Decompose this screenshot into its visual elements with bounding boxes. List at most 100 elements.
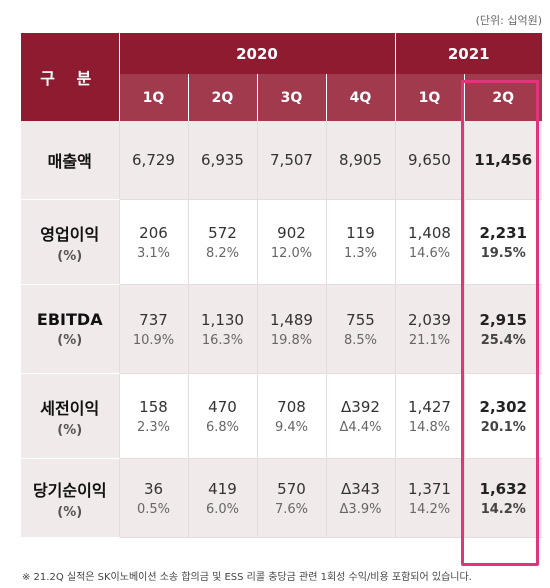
year-header-2020: 2020 <box>118 33 395 74</box>
cell-pct: 0.5% <box>136 501 171 517</box>
cell-pct: 7.6% <box>274 501 309 517</box>
quarter-header: 1Q <box>394 74 464 121</box>
table-row-pretax-profit: 세전이익 (%) 158 2.3% 470 6.8% 708 9.4% Δ392 Δ4.4… <box>21 373 542 459</box>
quarter-header: 4Q <box>325 74 395 121</box>
table-cell-highlight: 11,456 <box>463 121 542 200</box>
cell-value: 9,650 <box>408 151 451 169</box>
table-cell-highlight: 1,632 14.2% <box>463 458 542 538</box>
table-cell: 1,427 14.8% <box>394 373 464 459</box>
table-cell: 419 6.0% <box>187 458 257 538</box>
cell-pct: 25.4% <box>480 332 526 348</box>
cell-value: 1,427 <box>408 397 451 416</box>
table-cell-highlight: 2,231 19.5% <box>463 199 542 285</box>
row-label-text: 세전이익 <box>40 398 100 418</box>
cell-value: 708 <box>277 397 306 416</box>
table-cell: 7,507 <box>256 121 326 200</box>
quarter-header: 3Q <box>256 74 326 121</box>
cell-value: 2,915 <box>479 310 527 329</box>
row-pct-label: (%) <box>57 422 83 438</box>
table-cell: 36 0.5% <box>118 458 188 538</box>
cell-value: 8,905 <box>339 151 382 169</box>
row-label: 당기순이익 (%) <box>21 458 119 538</box>
cell-value: 206 <box>139 223 168 242</box>
row-pct-label: (%) <box>57 248 83 264</box>
table-cell: 9,650 <box>394 121 464 200</box>
table-cell: 708 9.4% <box>256 373 326 459</box>
cell-value: 1,371 <box>408 479 451 498</box>
cell-value: 7,507 <box>270 151 313 169</box>
row-label-text: 당기순이익 <box>32 480 107 500</box>
cell-pct: 20.1% <box>480 419 526 435</box>
cell-value: 755 <box>346 310 375 329</box>
cell-value: 570 <box>277 479 306 498</box>
cell-pct: Δ4.4% <box>339 419 382 435</box>
cell-value: 1,130 <box>201 310 244 329</box>
cell-pct: 14.8% <box>408 419 451 435</box>
cell-value: 119 <box>346 223 375 242</box>
cell-value: 419 <box>208 479 237 498</box>
row-pct-label: (%) <box>57 333 83 348</box>
cell-value: Δ343 <box>341 479 380 498</box>
cell-value: 2,302 <box>479 397 527 416</box>
quarter-header: 2Q <box>463 74 542 121</box>
cell-value: 36 <box>143 479 164 498</box>
cell-pct: 1.3% <box>343 245 378 261</box>
footnote: ※ 21.2Q 실적은 SK이노베이션 소송 합의금 및 ESS 리콜 충당금 … <box>22 572 472 583</box>
cell-pct: Δ3.9% <box>339 501 382 517</box>
table-cell: 8,905 <box>325 121 395 200</box>
row-label-text: EBITDA <box>36 310 103 329</box>
table-cell: 119 1.3% <box>325 199 395 285</box>
table-cell: 902 12.0% <box>256 199 326 285</box>
table-cell: 6,935 <box>187 121 257 200</box>
cell-value: 1,489 <box>270 310 313 329</box>
table-cell: 1,489 19.8% <box>256 284 326 374</box>
cell-pct: 12.0% <box>270 245 313 261</box>
table-cell: 572 8.2% <box>187 199 257 285</box>
cell-pct: 16.3% <box>201 332 244 348</box>
row-label: 세전이익 (%) <box>21 373 119 459</box>
table-row-operating-profit: 영업이익 (%) 206 3.1% 572 8.2% 902 12.0% 119 1.3%… <box>21 199 542 285</box>
header-quarter-row: 1Q 2Q 3Q 4Q 1Q 2Q <box>21 74 542 121</box>
table-cell: Δ343 Δ3.9% <box>325 458 395 538</box>
quarter-header: 1Q <box>118 74 188 121</box>
cell-value: 158 <box>139 397 168 416</box>
table-cell: 570 7.6% <box>256 458 326 538</box>
cell-value: 1,408 <box>408 223 451 242</box>
cell-value: 1,632 <box>479 479 527 498</box>
row-label: EBITDA (%) <box>21 284 119 374</box>
cell-pct: 8.5% <box>343 332 378 348</box>
cell-value: 902 <box>277 223 306 242</box>
row-label-text: 영업이익 <box>40 224 100 244</box>
cell-value: Δ392 <box>341 397 380 416</box>
table-cell: 470 6.8% <box>187 373 257 459</box>
table-cell: 158 2.3% <box>118 373 188 459</box>
cell-pct: 8.2% <box>205 245 240 261</box>
table-cell: 1,371 14.2% <box>394 458 464 538</box>
cell-pct: 9.4% <box>274 419 309 435</box>
table-cell: 1,130 16.3% <box>187 284 257 374</box>
table-row-sales: 매출액 6,729 6,935 7,507 8,905 9,650 11,456 <box>21 121 542 200</box>
table-cell: 206 3.1% <box>118 199 188 285</box>
cell-pct: 19.5% <box>480 245 526 261</box>
cell-pct: 19.8% <box>270 332 313 348</box>
cell-value: 6,729 <box>132 151 175 169</box>
row-pct-label: (%) <box>57 504 83 520</box>
table-row-net-income: 당기순이익 (%) 36 0.5% 419 6.0% 570 7.6% Δ343 Δ3.9… <box>21 458 542 538</box>
table-cell-highlight: 2,302 20.1% <box>463 373 542 459</box>
cell-value: 572 <box>208 223 237 242</box>
quarter-header: 2Q <box>187 74 257 121</box>
cell-pct: 10.9% <box>132 332 175 348</box>
cell-value: 2,231 <box>479 223 527 242</box>
unit-note: (단위: 십억원) <box>475 14 542 27</box>
financial-table: 구 분 2020 2021 1Q 2Q 3Q 4Q 1Q 2Q 매출액 6,72… <box>21 33 542 538</box>
table-cell: Δ392 Δ4.4% <box>325 373 395 459</box>
category-header: 구 분 <box>21 33 119 121</box>
table-cell: 1,408 14.6% <box>394 199 464 285</box>
cell-pct: 2.3% <box>136 419 171 435</box>
row-label-text: 매출액 <box>47 152 92 171</box>
cell-pct: 14.6% <box>408 245 451 261</box>
year-header-2021: 2021 <box>394 33 542 74</box>
cell-pct: 3.1% <box>136 245 171 261</box>
cell-pct: 6.8% <box>205 419 240 435</box>
cell-pct: 21.1% <box>408 332 451 348</box>
